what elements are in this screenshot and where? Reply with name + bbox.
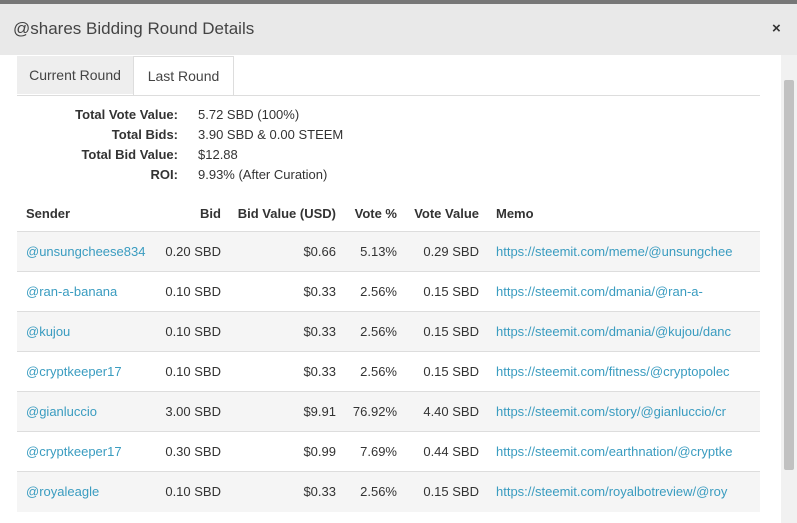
cell: 0.29 SBD xyxy=(423,244,479,259)
link[interactable]: https://steemit.com/dmania/@ran-a- xyxy=(496,284,703,299)
cell: 0.44 SBD xyxy=(423,444,479,459)
cell: 2.56% xyxy=(360,284,397,299)
link[interactable]: https://steemit.com/royalbotreview/@roy xyxy=(496,484,728,499)
link[interactable]: @unsungcheese834 xyxy=(26,244,146,259)
column-header: Bid Value (USD) xyxy=(237,206,336,221)
table-row: @cryptkeeper17 0.30 SBD $0.99 7.69% 0.44 SBD… xyxy=(17,431,760,472)
table-row: @cryptkeeper17 0.10 SBD $0.33 2.56% 0.15 SBD… xyxy=(17,351,760,392)
close-button[interactable]: × xyxy=(772,20,781,37)
summary-label: Total Vote Value: xyxy=(75,107,178,122)
link[interactable]: @royaleagle xyxy=(26,484,100,499)
link[interactable]: https://steemit.com/story/@gianluccio/cr xyxy=(496,404,726,419)
link[interactable]: @cryptkeeper17 xyxy=(26,444,122,459)
cell: 5.13% xyxy=(360,244,397,259)
cell: $0.99 xyxy=(303,444,336,459)
summary-label: Total Bid Value: xyxy=(81,147,178,162)
cell: 0.15 SBD xyxy=(423,284,479,299)
summary-value: 9.93% (After Curation) xyxy=(198,167,328,182)
column-header: Vote % xyxy=(354,206,397,221)
column-header: Bid xyxy=(200,206,221,221)
table-row: @ran-a-banana 0.10 SBD $0.33 2.56% 0.15 SBD h… xyxy=(17,271,760,312)
summary-value: 5.72 SBD (100%) xyxy=(198,107,300,122)
cell: 0.30 SBD xyxy=(165,444,221,459)
cell: $9.91 xyxy=(303,404,336,419)
tab[interactable]: Current Round xyxy=(17,56,133,94)
cell: 0.10 SBD xyxy=(165,364,221,379)
cell: 2.56% xyxy=(360,484,397,499)
summary-value: 3.90 SBD & 0.00 STEEM xyxy=(198,127,344,142)
table-row: @gianluccio 3.00 SBD $9.91 76.92% 4.40 SBD ht… xyxy=(17,391,760,432)
tab-divider xyxy=(17,95,760,96)
link[interactable]: https://steemit.com/earthnation/@cryptke xyxy=(496,444,733,459)
link[interactable]: @cryptkeeper17 xyxy=(26,364,122,379)
link[interactable]: @gianluccio xyxy=(26,404,98,419)
summary-label: Total Bids: xyxy=(111,127,178,142)
column-header: Vote Value xyxy=(414,206,479,221)
cell: 0.15 SBD xyxy=(423,484,479,499)
cell: $0.33 xyxy=(303,364,336,379)
cell: 0.10 SBD xyxy=(165,484,221,499)
summary-label: ROI: xyxy=(150,167,178,182)
cell: $0.33 xyxy=(303,324,336,339)
link[interactable]: https://steemit.com/meme/@unsungchee xyxy=(496,244,733,259)
cell: 0.20 SBD xyxy=(165,244,221,259)
modal-title: @shares Bidding Round Details xyxy=(13,19,255,38)
cell: 3.00 SBD xyxy=(165,404,221,419)
cell: 0.10 SBD xyxy=(165,324,221,339)
cell: $0.33 xyxy=(303,284,336,299)
table-row: @unsungcheese834 0.20 SBD $0.66 5.13% 0.29 S… xyxy=(17,231,760,272)
tab-active[interactable]: Last Round xyxy=(133,56,234,96)
cell: 2.56% xyxy=(360,364,397,379)
table-row: @kujou 0.10 SBD $0.33 2.56% 0.15 SBD https://… xyxy=(17,311,760,352)
link[interactable]: https://steemit.com/dmania/@kujou/danc xyxy=(496,324,732,339)
link[interactable]: https://steemit.com/fitness/@cryptopolec xyxy=(496,364,730,379)
cell: 0.15 SBD xyxy=(423,324,479,339)
cell: 7.69% xyxy=(360,444,397,459)
cell: 0.15 SBD xyxy=(423,364,479,379)
link[interactable]: @kujou xyxy=(26,324,71,339)
cell: 4.40 SBD xyxy=(423,404,479,419)
top-bar xyxy=(0,0,797,4)
summary-value: $12.88 xyxy=(198,147,238,162)
cell: 0.10 SBD xyxy=(165,284,221,299)
cell: 2.56% xyxy=(360,324,397,339)
cell: $0.33 xyxy=(303,484,336,499)
modal-header xyxy=(0,4,797,55)
cell: 76.92% xyxy=(352,404,397,419)
scrollbar-thumb[interactable] xyxy=(784,80,794,470)
column-header: Sender xyxy=(26,206,71,221)
link[interactable]: @ran-a-banana xyxy=(26,284,118,299)
table-row: @royaleagle 0.10 SBD $0.33 2.56% 0.15 SBD htt… xyxy=(17,471,760,512)
column-header: Memo xyxy=(496,206,534,221)
cell: $0.66 xyxy=(303,244,336,259)
